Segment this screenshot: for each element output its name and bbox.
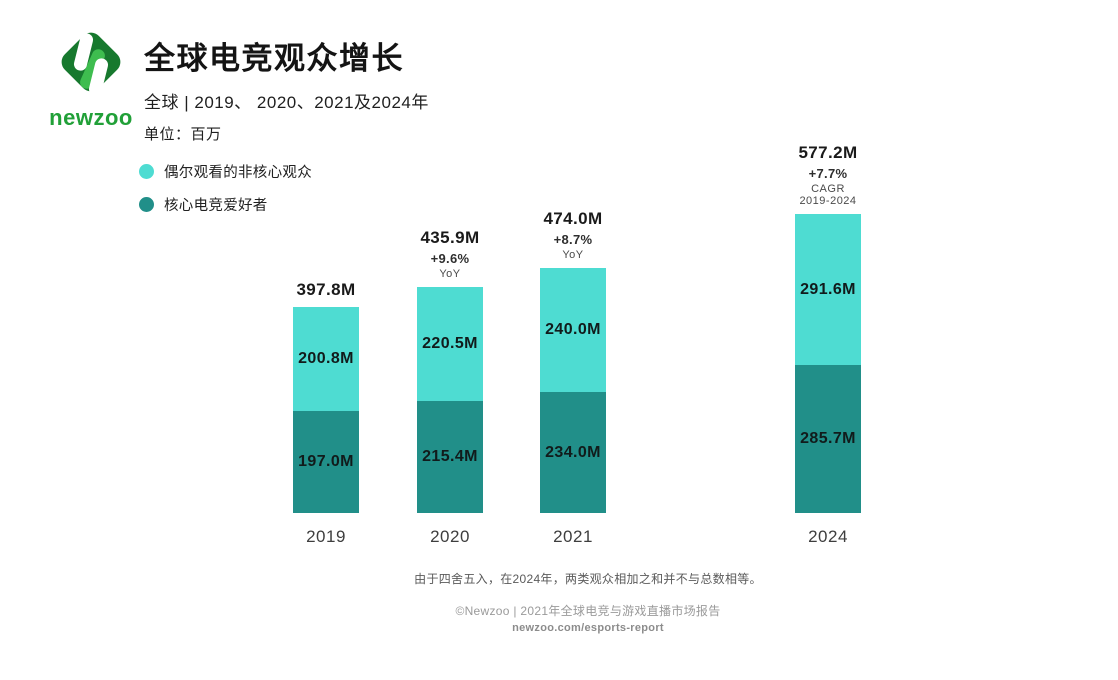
unit-label: 单位：百万 [144,125,222,143]
legend-label-casual: 偶尔观看的非核心观众 [164,164,312,181]
bar-growth-label: +7.7% [808,166,848,181]
source-credit: ©Newzoo | 2021年全球电竞与游戏直播市场报告 [455,604,721,618]
bar-segment-core-2021: 234.0M [540,392,606,513]
rounding-note: 由于四舍五入，在2024年，两类观众相加之和并不与总数相等。 [414,572,762,586]
header-titles: 全球电竞观众增长 全球 | 2019、 2020、2021及2024年 单位：百… [144,40,429,144]
bar-segment-casual-2024: 291.6M [795,214,861,365]
footer: 由于四舍五入，在2024年，两类观众相加之和并不与总数相等。 ©Newzoo |… [58,570,1118,634]
x-axis-label-2020: 2020 [430,527,470,546]
bar-annotation-2020: 435.9M +9.6% YoY [420,228,479,280]
bar-total-label: 577.2M [798,143,858,162]
legend-item-casual: 偶尔观看的非核心观众 [139,163,312,181]
bar-segment-core-2019: 197.0M [293,411,359,513]
bar-segment-core-2024: 285.7M [795,365,861,513]
bar-total-label: 397.8M [296,280,356,299]
bar-segment-casual-2020: 220.5M [417,287,483,401]
bar-value-label: 240.0M [545,321,601,338]
bar-total-label: 474.0M [543,209,603,228]
bar-column-2019: 397.8M 200.8M 197.0M [293,280,359,513]
logo-wordmark: newzoo [49,105,133,130]
legend-label-core: 核心电竞爱好者 [164,197,268,214]
legend-dot-core-icon [139,196,154,212]
bar-value-label: 285.7M [800,430,856,447]
bar-total-label: 435.9M [420,228,480,247]
bar-column-2021: 474.0M +8.7% YoY 240.0M 234.0M [540,209,606,513]
bar-annotation-2021: 474.0M +8.7% YoY [543,209,602,261]
x-axis-label-2019: 2019 [306,527,346,546]
subtitle-scope: 全球 | 2019、 2020、2021及2024年 [144,92,429,112]
bar-column-2024: 577.2M +7.7% CAGR 2019-2024 291.6M 285.7M [795,143,861,513]
bar-segment-core-2020: 215.4M [417,401,483,513]
bar-value-label: 215.4M [422,448,478,465]
bar-growth-sublabel: YoY [439,268,461,280]
legend-item-core: 核心电竞爱好者 [139,196,312,214]
bar-column-2020: 435.9M +9.6% YoY 220.5M 215.4M [417,228,483,513]
page-title: 全球电竞观众增长 [144,41,404,76]
bar-value-label: 234.0M [545,443,601,461]
newzoo-logo: newzoo [47,24,135,134]
bar-growth-sublabel: CAGR 2019-2024 [799,183,857,207]
bar-segment-casual-2019: 200.8M [293,307,359,411]
legend-dot-casual-icon [139,163,154,179]
bar-growth-label: +8.7% [553,232,593,247]
legend: 偶尔观看的非核心观众 核心电竞爱好者 [139,163,312,214]
bar-value-label: 197.0M [298,453,354,470]
x-axis-label-2024: 2024 [808,527,848,546]
bar-value-label: 220.5M [422,335,478,352]
bar-value-label: 200.8M [298,350,354,367]
bar-segment-casual-2021: 240.0M [540,268,606,392]
bar-annotation-2019: 397.8M [296,280,355,300]
bar-annotation-2024: 577.2M +7.7% CAGR 2019-2024 [795,143,861,207]
report-url: newzoo.com/esports-report [512,622,664,634]
bar-growth-label: +9.6% [430,251,470,266]
bar-value-label: 291.6M [800,280,856,298]
bar-growth-sublabel: YoY [562,249,584,261]
x-axis-label-2021: 2021 [553,527,593,546]
